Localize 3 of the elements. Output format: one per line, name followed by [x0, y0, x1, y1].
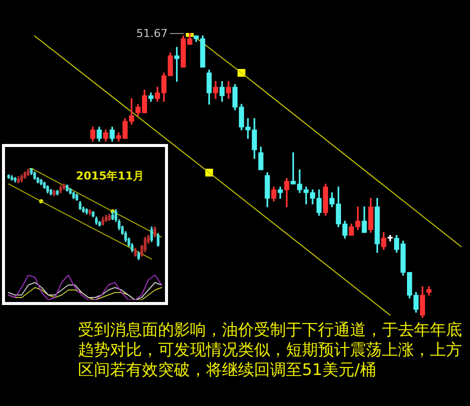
annotation: 51.67 [136, 26, 168, 40]
chart-title: 2015年11月 [76, 170, 144, 183]
text: 受到消息面的影响，油价受制于下行通道，于去年年底趋势对比，可发现情况类似，短期预计震荡上涨，上方区间若有效突破，将继续回调至51美元/桶 [78, 320, 463, 380]
